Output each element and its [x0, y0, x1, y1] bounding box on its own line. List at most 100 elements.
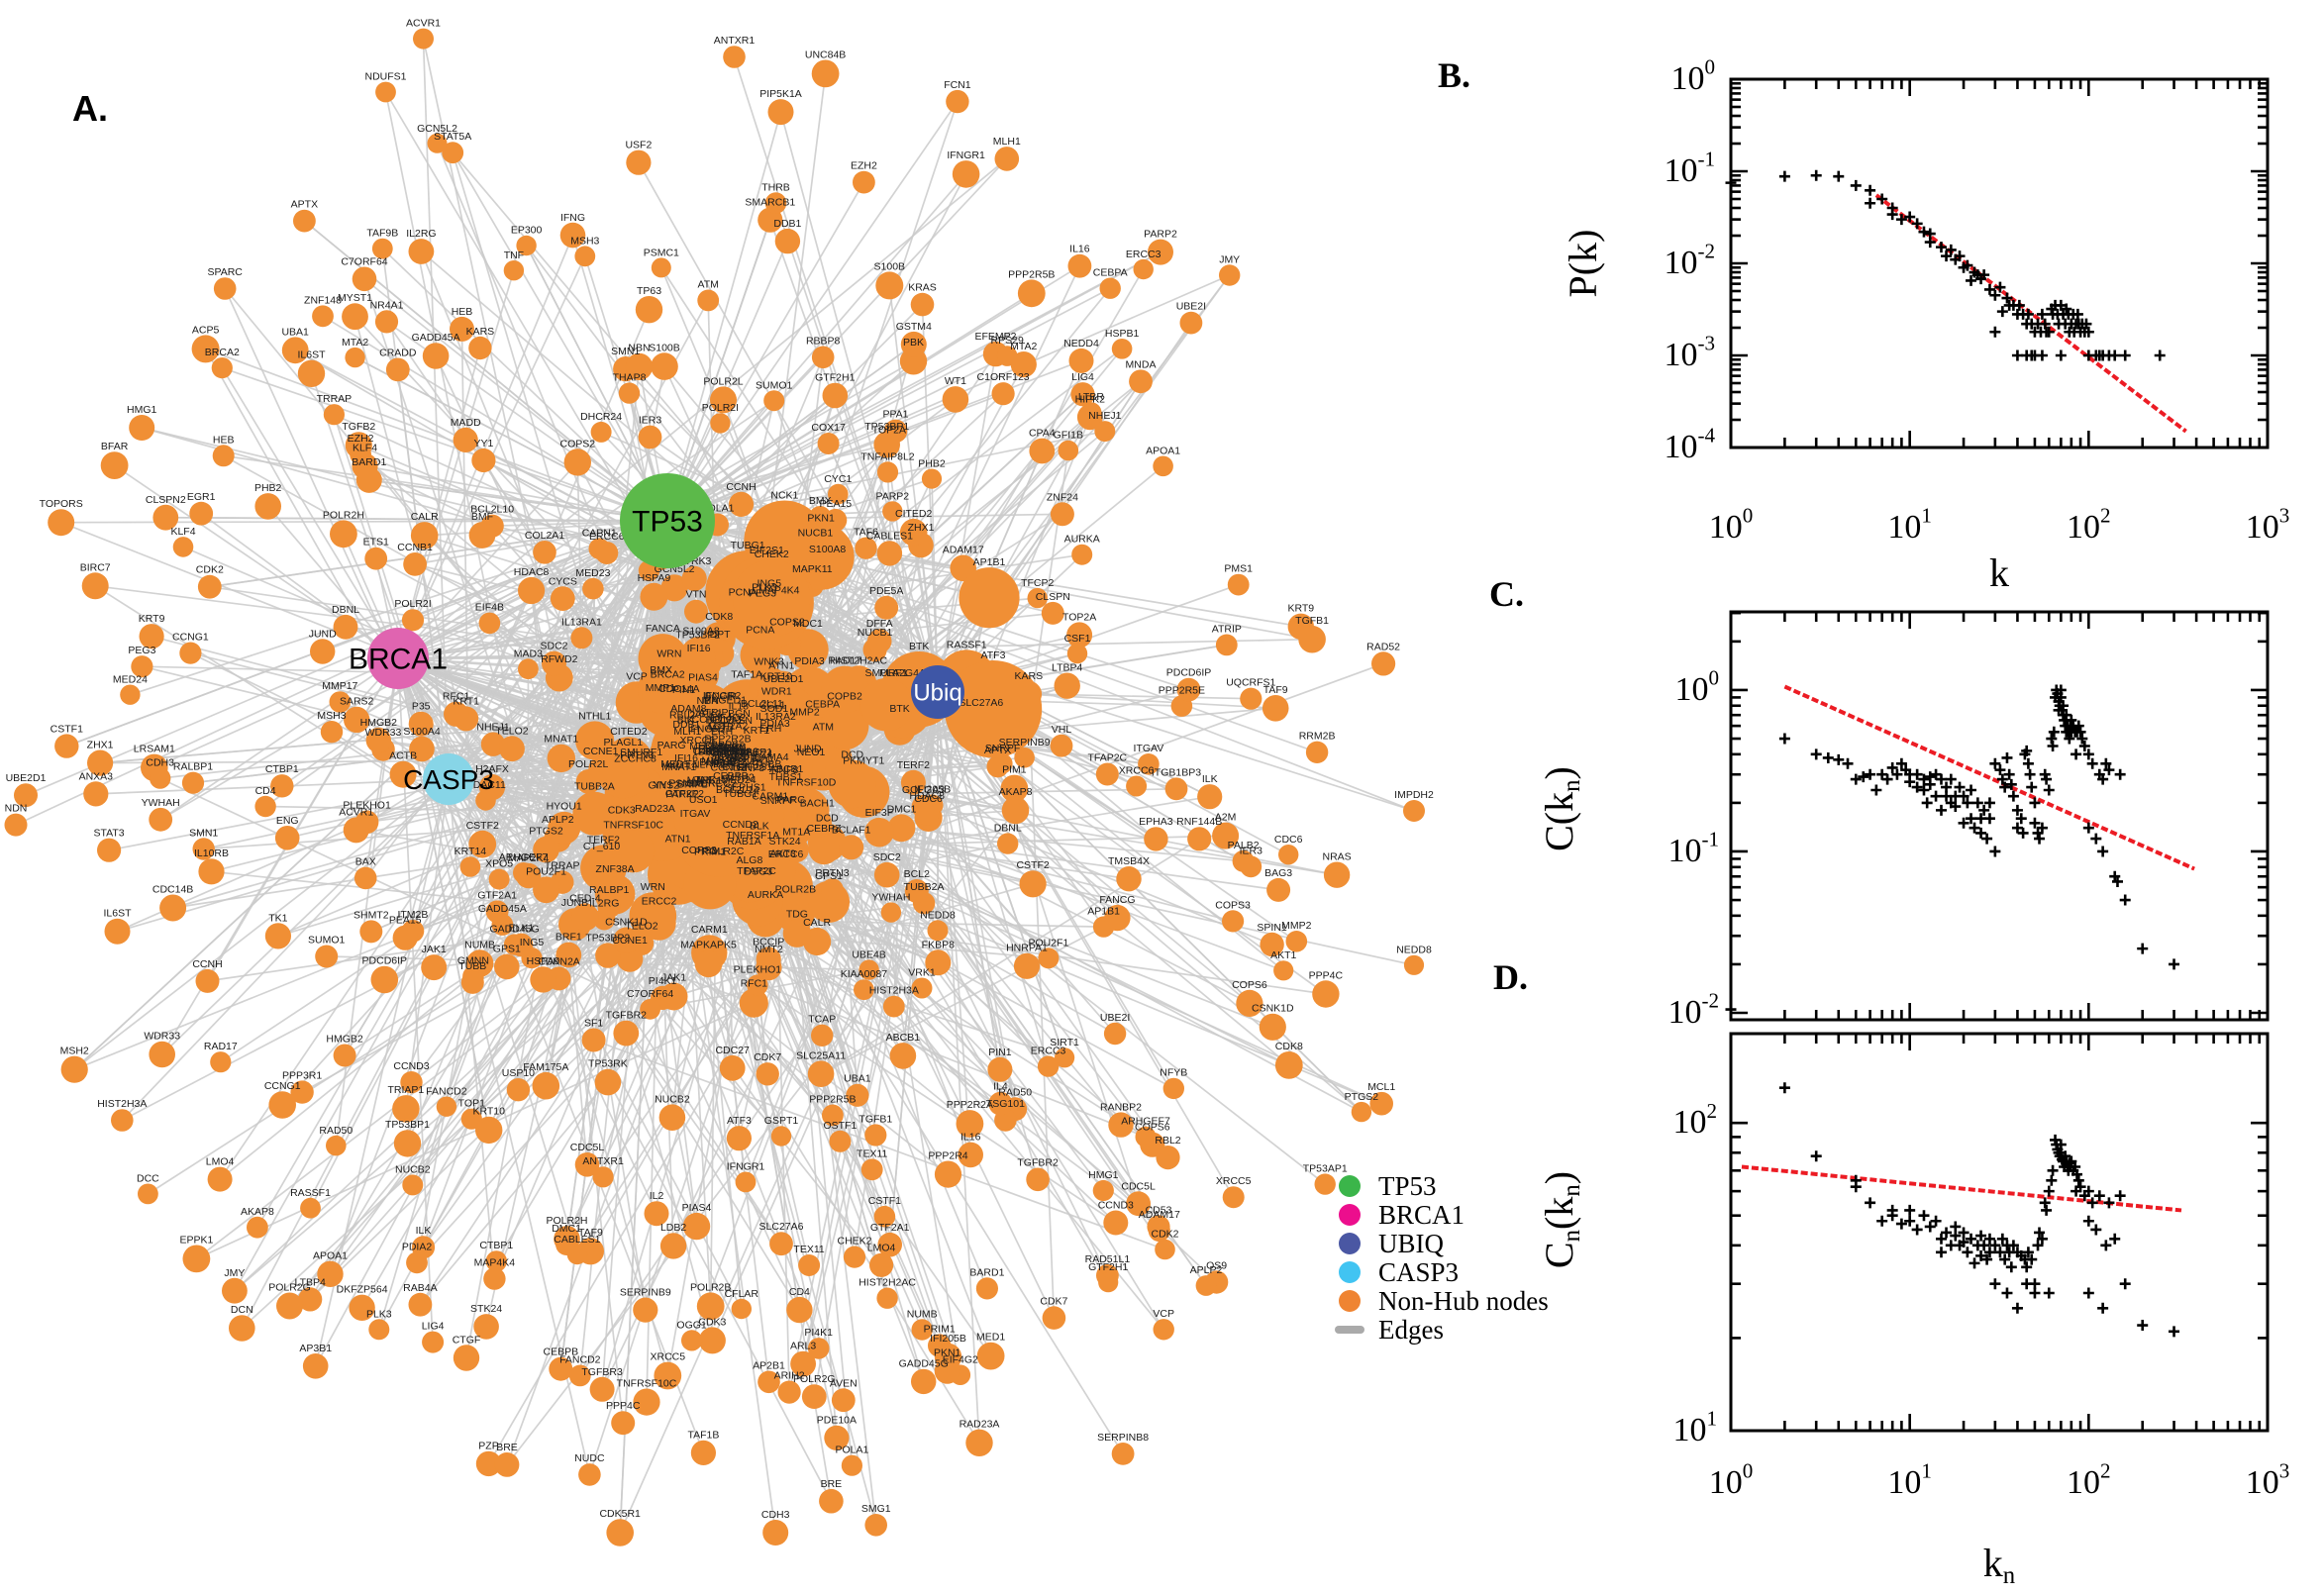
network-node — [790, 1350, 816, 1377]
network-node-label: ATRIP — [1212, 624, 1242, 636]
network-node-label: BAG3 — [1264, 867, 1292, 879]
network-node-label: KRT9 — [1287, 603, 1314, 615]
network-node-label: AP1B1 — [973, 556, 1006, 568]
network-node-label: ITGB1BP3 — [1152, 767, 1201, 779]
network-node-label: EPPK1 — [179, 1235, 213, 1247]
network-node-label: NEDD4 — [1063, 338, 1099, 349]
network-node-label: SPARC — [207, 266, 243, 278]
edge — [159, 777, 651, 1011]
network-node-label: EIF3F — [865, 807, 894, 819]
network-node — [1305, 741, 1329, 763]
network-node-label: POLR2G — [268, 1282, 311, 1294]
network-node-label: IL4 — [993, 1081, 1008, 1093]
network-node — [820, 701, 869, 750]
network-node — [876, 541, 903, 566]
network-node — [1197, 784, 1223, 810]
network-node-label: APLP2 — [542, 814, 574, 826]
network-node — [659, 1233, 687, 1259]
edge — [844, 348, 1123, 690]
network-node-label: ARHGEF7 — [1121, 1116, 1170, 1128]
network-node-label: UBE2I — [1176, 301, 1206, 313]
tick-label: 101 — [1887, 1459, 1932, 1501]
network-node — [198, 858, 225, 885]
network-node — [503, 934, 526, 955]
network-node — [877, 1232, 902, 1257]
network-node-label: RAD23A — [635, 803, 675, 815]
network-node-label: CCND3 — [393, 1060, 429, 1072]
panel-a-label: A. — [72, 88, 108, 129]
network-node-label: POLR2B — [690, 1281, 731, 1293]
network-node — [1092, 1179, 1114, 1202]
network-node — [635, 296, 663, 324]
network-node-label: JMY — [1219, 253, 1240, 265]
network-node-label: CYC1 — [824, 473, 852, 485]
network-node-label: NR4A1 — [370, 299, 404, 311]
edge — [424, 535, 939, 693]
network-node-label: ZNF24 — [1047, 491, 1078, 503]
network-node — [264, 923, 291, 949]
network-node-label: ATF3 — [727, 1115, 752, 1127]
network-node-label: HMGB2 — [360, 717, 398, 729]
network-node — [247, 1216, 268, 1239]
network-node-label: XRCC6 — [680, 735, 716, 747]
network-node — [934, 1357, 960, 1384]
network-node — [1278, 845, 1299, 865]
network-node-label: PPP2R4 — [928, 1150, 967, 1162]
network-node — [1274, 1051, 1303, 1079]
network-node — [817, 433, 840, 454]
network-node-label: XRCC5 — [651, 1351, 686, 1363]
network-node — [976, 1342, 1005, 1370]
network-node — [1058, 440, 1079, 461]
edge — [937, 691, 1001, 1070]
network-node — [48, 509, 75, 537]
network-node — [1029, 438, 1056, 464]
network-node-label: HIST2H2AC — [858, 1276, 916, 1288]
network-node — [1054, 672, 1080, 699]
network-node-label: PHB2 — [918, 458, 946, 470]
network-node-label: EP300 — [511, 225, 543, 237]
network-node-label: GADD45G — [490, 923, 540, 935]
network-node-label: TGFBR2 — [1017, 1157, 1059, 1169]
network-node — [213, 277, 237, 300]
network-node-label: PEA15 — [389, 915, 422, 927]
network-node — [855, 537, 877, 559]
network-node-label: CPA4 — [1029, 428, 1056, 440]
network-node — [873, 431, 900, 458]
network-node-label: CDH3 — [761, 1509, 790, 1521]
network-node — [421, 954, 448, 981]
network-node-label: CCNG1 — [172, 632, 209, 644]
network-node — [268, 1091, 297, 1119]
network-node — [904, 879, 929, 903]
network-node — [986, 755, 1009, 778]
network-node-label: C7ORF64 — [627, 988, 673, 1000]
network-node-label: IL16 — [960, 1132, 981, 1144]
network-node — [150, 767, 171, 789]
network-node-label: DFFA — [866, 618, 893, 630]
edge — [344, 520, 668, 1056]
tick-label: 101 — [1672, 1407, 1717, 1448]
network-node — [808, 833, 840, 865]
network-node-label: BARD1 — [969, 1266, 1004, 1278]
edge — [666, 513, 1062, 522]
network-node-label: NDUFS1 — [364, 71, 406, 83]
edge — [937, 691, 1175, 1089]
network-node-label: OSTF1 — [823, 1120, 857, 1132]
network-node — [352, 266, 377, 292]
network-node-label: CSTF2 — [1016, 859, 1049, 871]
network-node — [192, 838, 215, 860]
network-node — [864, 817, 894, 848]
network-node-label: DMC1 — [552, 1223, 581, 1235]
edge — [404, 520, 668, 939]
network-node — [574, 1152, 600, 1177]
network-node-label: BMX — [650, 664, 672, 676]
network-node-label: EIF4B — [475, 602, 504, 614]
legend-item-ubiq: UBIQ — [1339, 1229, 1444, 1258]
network-node-label: FANCG — [1099, 894, 1135, 906]
network-node-label: XRCC5 — [1216, 1175, 1252, 1187]
network-node — [1111, 1443, 1135, 1465]
network-node-label: MED24 — [113, 674, 148, 686]
network-node-label: CDK7 — [754, 1051, 781, 1063]
network-node-label: USF2 — [625, 140, 652, 151]
